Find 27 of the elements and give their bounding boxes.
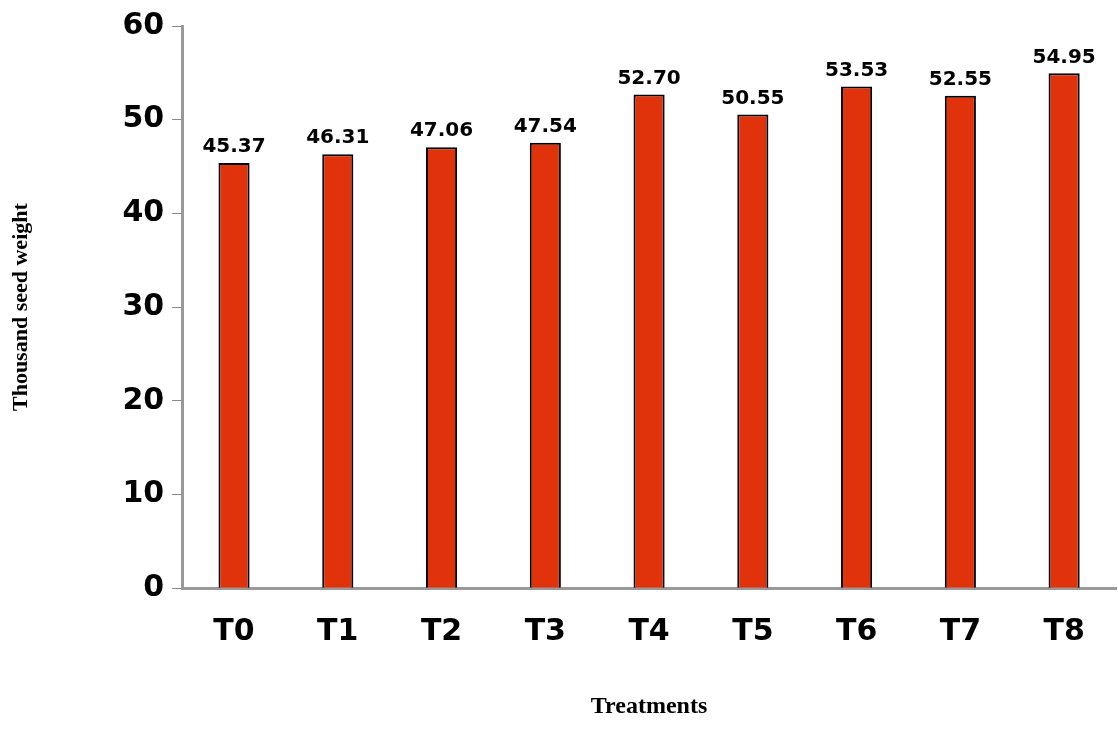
data-label: 54.95	[1032, 43, 1096, 68]
y-tick-label: 10	[122, 474, 165, 510]
x-tick-label: T7	[939, 612, 982, 647]
data-label: 45.37	[202, 133, 266, 158]
x-tick-label: T6	[835, 612, 878, 647]
data-label: 50.55	[721, 84, 785, 109]
x-axis-title: Treatments	[590, 691, 708, 718]
y-tick-label: 0	[143, 568, 165, 603]
x-tick-label: T0	[213, 612, 255, 647]
data-label: 52.55	[928, 66, 992, 91]
x-tick-label: T2	[420, 612, 463, 647]
x-tick-label: T8	[1043, 612, 1085, 647]
y-axis-title: Thousand seed weight	[6, 202, 32, 412]
y-tick-label: 40	[122, 193, 165, 229]
y-tick-label: 20	[122, 380, 165, 416]
data-label: 53.53	[824, 56, 889, 81]
y-tick-label: 50	[122, 99, 165, 135]
y-tick-label: 60	[122, 5, 165, 41]
data-label: 52.70	[617, 64, 681, 89]
x-tick-label: T1	[317, 612, 359, 647]
x-tick-label: T3	[524, 612, 566, 647]
data-label: 47.54	[513, 112, 577, 137]
x-tick-label: T4	[628, 612, 670, 647]
y-tick-label: 30	[122, 286, 165, 322]
data-label: 47.06	[409, 117, 474, 142]
x-tick-label: T5	[732, 612, 774, 647]
data-label: 46.31	[306, 124, 370, 149]
